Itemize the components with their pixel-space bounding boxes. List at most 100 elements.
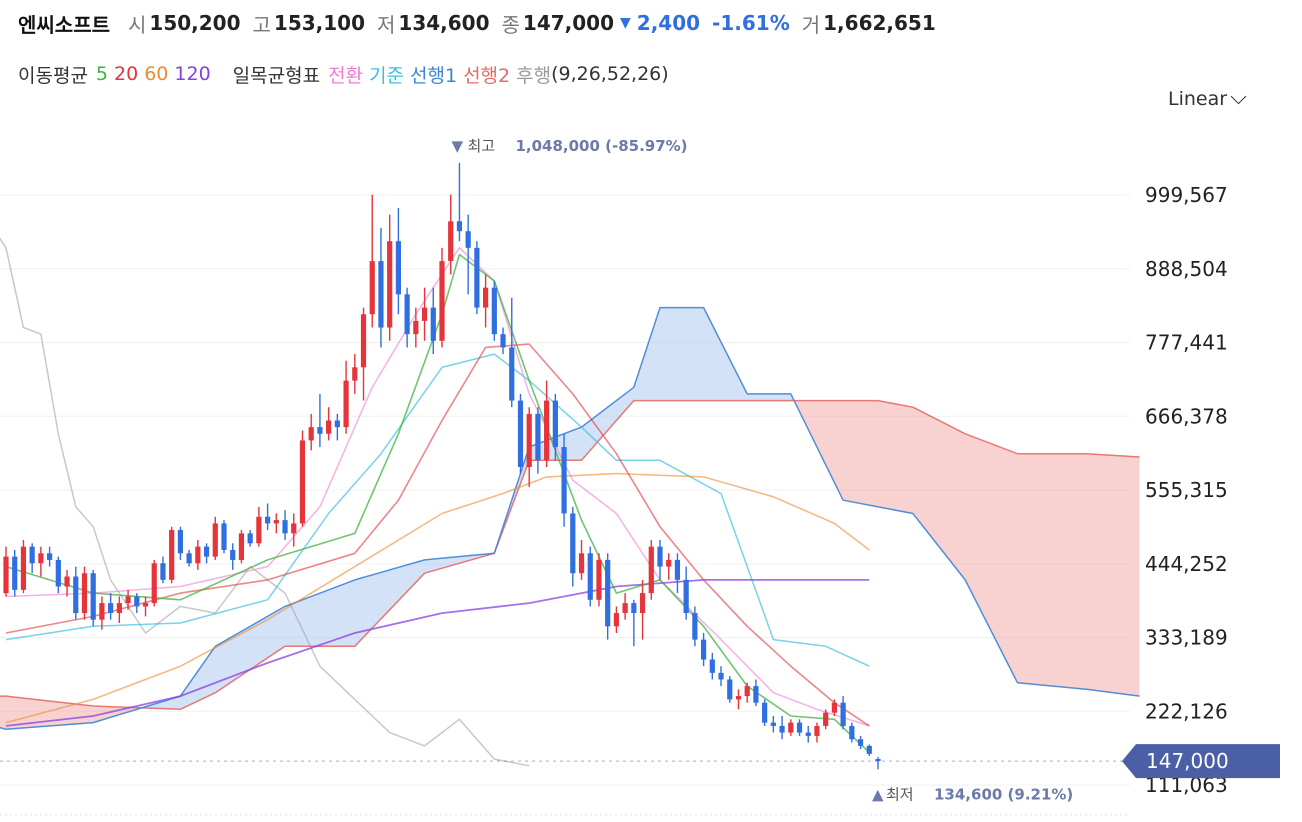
candle-body	[744, 686, 750, 697]
candle-body	[186, 553, 192, 564]
candle-body	[421, 307, 428, 321]
ichimoku-label[interactable]: 일목균형표	[232, 64, 321, 87]
indicator-legend: 이동평균 5 20 60 120 일목균형표 전환 기준 선행1 선행2 후행 …	[18, 60, 677, 88]
ma20-line	[5, 343, 870, 727]
y-tick-label: 444,252	[1145, 552, 1228, 576]
candle-body	[203, 546, 210, 557]
current-price-tag: 147,000	[0, 744, 1280, 779]
candle-body	[221, 523, 227, 550]
candle-body	[857, 739, 864, 746]
candle-body	[648, 546, 654, 594]
candle-body	[230, 549, 236, 560]
scale-dropdown[interactable]: Linear	[1168, 88, 1247, 110]
y-tick-label: 222,126	[1145, 699, 1228, 723]
candle-body	[308, 427, 314, 441]
y-tick-label: 555,315	[1145, 478, 1228, 502]
ichimoku-cloud	[0, 307, 1140, 730]
y-tick-label: 888,504	[1145, 257, 1228, 281]
ma5-label[interactable]: 5	[95, 63, 109, 85]
candle-body	[814, 725, 820, 736]
candle-body	[299, 440, 306, 524]
y-tick-label: 333,189	[1145, 626, 1228, 650]
candle-body	[47, 553, 53, 560]
ma5-line	[5, 253, 870, 754]
candle-body	[657, 546, 663, 567]
candle-body	[474, 247, 480, 308]
candle-body	[317, 427, 323, 434]
candle-body	[779, 725, 785, 733]
span1-label[interactable]: 선행1	[410, 64, 458, 87]
candle-body	[282, 520, 288, 534]
candle-body	[456, 221, 463, 232]
tenkan-label[interactable]: 전환	[328, 64, 364, 87]
candle-body	[238, 533, 245, 560]
candle-body	[38, 553, 44, 564]
y-axis: 999,567 888,504 777,441 666,378 555,315 444,2…	[1145, 183, 1228, 797]
candle-body	[326, 420, 332, 434]
min-arrow-icon: ▲	[872, 785, 884, 803]
change-value: 2,400	[636, 11, 701, 35]
candle-body	[12, 556, 18, 590]
candle-body	[273, 520, 279, 524]
candles	[3, 162, 881, 770]
candle-body	[622, 603, 628, 614]
candle-body	[762, 702, 768, 723]
chikou-label[interactable]: 후행	[516, 64, 552, 87]
ma60-label[interactable]: 60	[144, 63, 169, 85]
candle-body	[674, 559, 681, 580]
max-arrow-icon: ▼	[451, 137, 463, 155]
ma120-label[interactable]: 120	[174, 63, 211, 85]
candle-body	[64, 576, 70, 587]
candle-body	[831, 702, 837, 713]
candle-body	[796, 722, 803, 733]
candle-body	[561, 447, 567, 514]
candle-body	[116, 603, 122, 614]
candle-body	[90, 573, 96, 620]
open-label: 시	[128, 12, 147, 37]
candle-body	[395, 241, 401, 295]
candle-body	[578, 553, 585, 574]
candle-body	[788, 722, 794, 733]
candle-body	[404, 294, 410, 335]
candle-body	[465, 231, 471, 248]
candle-body	[639, 593, 646, 614]
candle-body	[81, 573, 88, 614]
candle-body	[500, 334, 506, 348]
candle-body	[360, 314, 367, 368]
candle-body	[291, 523, 297, 534]
candle-body	[692, 613, 698, 640]
open-value: 150,200	[149, 11, 241, 35]
kijun-label[interactable]: 기준	[369, 64, 404, 87]
ma60-line	[5, 472, 870, 724]
ma20-label[interactable]: 20	[114, 63, 139, 85]
down-arrow-icon: ▼	[620, 15, 631, 31]
candle-body	[265, 516, 271, 524]
candle-body	[823, 712, 829, 726]
candle-body	[99, 603, 105, 620]
candle-body	[866, 745, 872, 754]
candle-body	[491, 287, 497, 335]
candle-body	[753, 686, 759, 703]
cloud-bullish-area	[145, 307, 796, 710]
candle-body	[840, 702, 846, 726]
y-tick-label: 666,378	[1145, 404, 1228, 428]
candle-body	[160, 563, 166, 580]
candle-body	[709, 659, 715, 673]
candle-body	[666, 559, 672, 567]
ma-label[interactable]: 이동평균	[18, 64, 88, 87]
high-value: 153,100	[273, 11, 365, 35]
candle-body	[552, 400, 558, 448]
candle-body	[369, 261, 375, 315]
candle-body	[613, 613, 619, 627]
candle-body	[509, 347, 515, 401]
candle-body	[735, 696, 742, 700]
quote-header: 엔씨소프트 시 150,200 고 153,100 저 134,600 종 14…	[18, 8, 948, 38]
span2-label[interactable]: 선행2	[463, 64, 511, 87]
candle-body	[849, 725, 855, 740]
cloud-bearish-area	[0, 696, 146, 730]
candle-body	[334, 420, 340, 428]
candle-body	[544, 400, 550, 461]
candle-body	[247, 533, 253, 544]
close-label: 종	[501, 12, 520, 37]
